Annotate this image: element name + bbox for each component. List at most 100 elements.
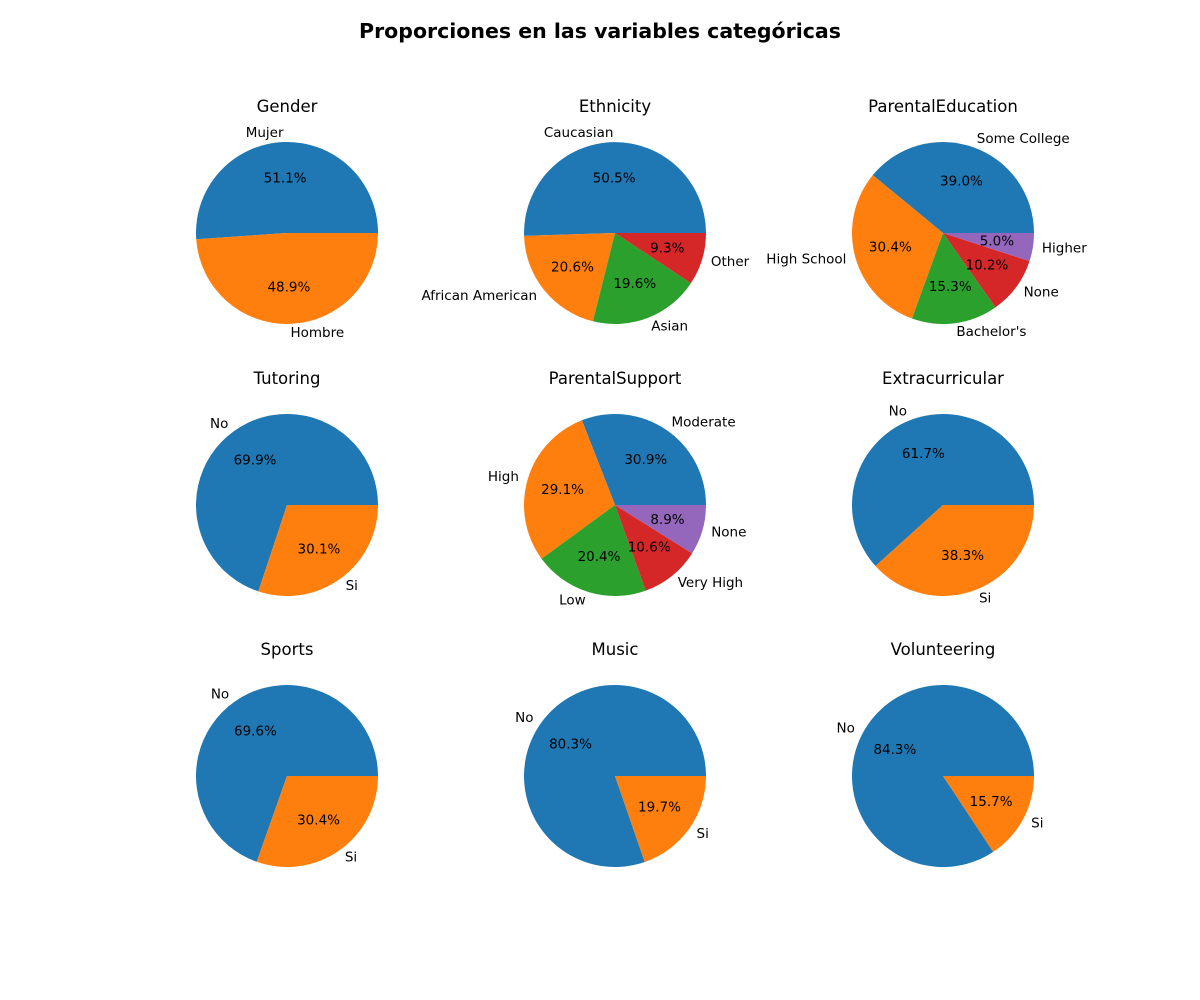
percent-label-tutoring-si: 30.1% xyxy=(298,541,341,557)
pie-slice-parentalsupport-very-high xyxy=(615,505,693,591)
pie-title-tutoring: Tutoring xyxy=(253,369,321,388)
pie-panel-music: Music No 80.3% Si 19.7% xyxy=(515,640,709,868)
slice-label-gender-mujer: Mujer xyxy=(246,125,284,141)
percent-label-ethnicity-asian: 19.6% xyxy=(613,276,656,292)
slice-label-ethnicity-caucasian: Caucasian xyxy=(544,125,614,141)
slice-label-sports-si: Si xyxy=(345,850,357,866)
pie-slice-ethnicity-caucasian xyxy=(524,142,706,236)
pie-slice-parentalsupport-none xyxy=(615,505,706,554)
slice-label-parentaleducation-high-school: High School xyxy=(766,251,846,267)
slice-label-extracurricular-si: Si xyxy=(979,590,991,606)
slice-label-parentaleducation-higher: Higher xyxy=(1042,241,1087,257)
slice-label-parentaleducation-none: None xyxy=(1024,284,1059,300)
percent-label-music-no: 80.3% xyxy=(549,736,592,752)
percent-label-parentaleducation-higher: 5.0% xyxy=(980,234,1014,250)
pie-title-parentaleducation: ParentalEducation xyxy=(868,97,1018,116)
slice-label-ethnicity-african-american: African American xyxy=(421,288,537,304)
pie-slice-parentalsupport-low xyxy=(541,505,646,597)
percent-label-parentalsupport-none: 8.9% xyxy=(650,512,684,528)
pie-slice-parentaleducation-bachelor-s xyxy=(912,233,996,325)
percent-label-gender-hombre: 48.9% xyxy=(267,280,310,296)
percent-label-ethnicity-african-american: 20.6% xyxy=(551,259,594,275)
slice-label-ethnicity-asian: Asian xyxy=(651,318,688,334)
pie-title-volunteering: Volunteering xyxy=(891,640,996,659)
percent-label-music-si: 19.7% xyxy=(638,800,681,816)
percent-label-ethnicity-other: 9.3% xyxy=(650,241,684,257)
pie-title-sports: Sports xyxy=(261,640,314,659)
pie-title-music: Music xyxy=(592,640,639,659)
pie-title-extracurricular: Extracurricular xyxy=(882,369,1004,388)
pie-slice-ethnicity-african-american xyxy=(524,233,615,322)
percent-label-sports-si: 30.4% xyxy=(297,813,340,829)
percent-label-parentalsupport-very-high: 10.6% xyxy=(628,540,671,556)
percent-label-parentaleducation-high-school: 30.4% xyxy=(869,239,912,255)
pie-slice-extracurricular-no xyxy=(852,413,1034,567)
pie-slice-gender-mujer xyxy=(195,141,378,240)
pie-slice-extracurricular-si xyxy=(875,505,1034,596)
percent-label-parentaleducation-bachelor-s: 15.3% xyxy=(929,279,972,295)
pie-panels: Gender Mujer 51.1% Hombre 48.9% Ethnicity Cauc… xyxy=(195,97,1087,868)
slice-label-parentalsupport-none: None xyxy=(711,525,746,541)
pie-panel-volunteering: Volunteering No 84.3% Si 15.7% xyxy=(836,640,1043,867)
pie-slice-parentaleducation-none xyxy=(943,233,1030,308)
percent-label-volunteering-no: 84.3% xyxy=(873,742,916,758)
pie-slice-parentaleducation-high-school xyxy=(852,175,943,319)
pie-panel-ethnicity: Ethnicity Caucasian 50.5% African American 2… xyxy=(421,97,749,334)
percent-label-sports-no: 69.6% xyxy=(234,723,277,739)
slice-label-tutoring-si: Si xyxy=(346,578,358,594)
percent-label-gender-mujer: 51.1% xyxy=(264,170,307,186)
slice-label-sports-no: No xyxy=(211,686,229,702)
percent-label-extracurricular-no: 61.7% xyxy=(902,446,945,462)
pie-slice-parentalsupport-high xyxy=(523,420,615,559)
slice-label-parentalsupport-very-high: Very High xyxy=(678,575,743,591)
pie-slice-volunteering-si xyxy=(943,776,1034,852)
slice-label-music-si: Si xyxy=(697,826,709,842)
pie-slice-sports-si xyxy=(256,776,378,867)
slice-label-tutoring-no: No xyxy=(210,416,228,432)
pie-slice-tutoring-no xyxy=(196,414,378,592)
slice-label-volunteering-si: Si xyxy=(1031,815,1043,831)
percent-label-ethnicity-caucasian: 50.5% xyxy=(593,170,636,186)
pie-slice-parentalsupport-moderate xyxy=(581,414,706,505)
pie-panel-gender: Gender Mujer 51.1% Hombre 48.9% xyxy=(195,97,378,341)
pie-slice-ethnicity-other xyxy=(615,233,706,284)
pie-slice-ethnicity-asian xyxy=(592,233,691,324)
pie-slice-parentaleducation-some-college xyxy=(872,142,1034,233)
pie-slice-music-no xyxy=(524,685,706,868)
pie-title-gender: Gender xyxy=(257,97,318,116)
percent-label-parentalsupport-high: 29.1% xyxy=(541,482,584,498)
pie-title-ethnicity: Ethnicity xyxy=(579,97,652,116)
percent-label-parentalsupport-moderate: 30.9% xyxy=(624,452,667,468)
slice-label-volunteering-no: No xyxy=(836,721,854,737)
slice-label-parentalsupport-low: Low xyxy=(559,593,586,609)
pie-panel-parentaleducation: ParentalEducation Some College 39.0% High S… xyxy=(766,97,1087,340)
slice-label-gender-hombre: Hombre xyxy=(290,325,344,341)
slice-label-parentaleducation-bachelor-s: Bachelor's xyxy=(956,324,1026,340)
pie-slice-music-si xyxy=(615,776,706,862)
percent-label-parentaleducation-some-college: 39.0% xyxy=(940,174,983,190)
pie-title-parentalsupport: ParentalSupport xyxy=(549,369,682,388)
slice-label-extracurricular-no: No xyxy=(889,404,907,420)
pie-panel-sports: Sports No 69.6% Si 30.4% xyxy=(196,640,378,867)
pie-panel-extracurricular: Extracurricular No 61.7% Si 38.3% xyxy=(852,369,1034,606)
pie-panel-parentalsupport: ParentalSupport Moderate 30.9% High 29.1% Low… xyxy=(488,369,747,609)
percent-label-extracurricular-si: 38.3% xyxy=(941,548,984,564)
slice-label-ethnicity-other: Other xyxy=(711,254,750,270)
pie-panel-tutoring: Tutoring No 69.9% Si 30.1% xyxy=(196,369,378,597)
pie-slice-gender-hombre xyxy=(196,233,378,324)
slice-label-music-no: No xyxy=(515,710,533,726)
figure-title: Proporciones en las variables categórica… xyxy=(359,19,841,43)
slice-label-parentaleducation-some-college: Some College xyxy=(977,131,1070,147)
slice-label-parentalsupport-moderate: Moderate xyxy=(671,414,735,430)
percent-label-parentalsupport-low: 20.4% xyxy=(578,549,621,565)
pie-slice-volunteering-no xyxy=(852,684,1034,867)
percent-label-tutoring-no: 69.9% xyxy=(234,453,277,469)
percent-label-volunteering-si: 15.7% xyxy=(970,794,1013,810)
pie-slice-parentaleducation-higher xyxy=(943,233,1034,262)
percent-label-parentaleducation-none: 10.2% xyxy=(966,257,1009,273)
slice-label-parentalsupport-high: High xyxy=(488,469,519,485)
pie-slice-sports-no xyxy=(196,684,378,862)
pie-slice-tutoring-si xyxy=(258,505,378,597)
